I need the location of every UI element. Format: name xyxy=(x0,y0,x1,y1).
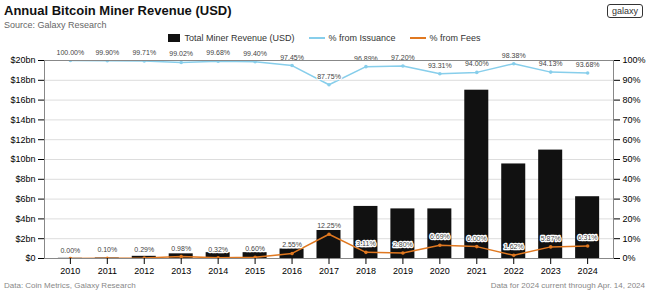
svg-text:12.25%: 12.25% xyxy=(317,222,341,229)
svg-text:5.87%: 5.87% xyxy=(541,235,561,242)
svg-text:$0: $0 xyxy=(25,253,35,263)
svg-text:0.00%: 0.00% xyxy=(60,247,80,254)
svg-text:$20bn: $20bn xyxy=(10,55,35,65)
svg-text:2014: 2014 xyxy=(208,266,228,276)
svg-text:2019: 2019 xyxy=(393,266,413,276)
svg-text:99.40%: 99.40% xyxy=(243,50,267,57)
svg-text:0.29%: 0.29% xyxy=(134,246,154,253)
html-text:Data: Coin Metrics, Galaxy Res: Data: Coin Metrics, Galaxy Research xyxy=(4,281,136,290)
svg-text:70%: 70% xyxy=(623,115,641,125)
svg-text:6.00%: 6.00% xyxy=(467,235,487,242)
svg-text:$8bn: $8bn xyxy=(15,174,35,184)
svg-text:99.02%: 99.02% xyxy=(169,50,193,57)
svg-text:100.00%: 100.00% xyxy=(57,49,85,56)
svg-text:93.68%: 93.68% xyxy=(576,61,600,68)
svg-text:$6bn: $6bn xyxy=(15,194,35,204)
html-text:Annual Bitcoin Miner Revenue (: Annual Bitcoin Miner Revenue (USD) xyxy=(4,3,232,18)
svg-text:60%: 60% xyxy=(623,135,641,145)
svg-text:2024: 2024 xyxy=(578,266,598,276)
svg-text:99.68%: 99.68% xyxy=(206,49,230,56)
svg-text:2012: 2012 xyxy=(134,266,154,276)
svg-text:2023: 2023 xyxy=(541,266,561,276)
svg-text:2017: 2017 xyxy=(319,266,339,276)
svg-text:2020: 2020 xyxy=(430,266,450,276)
svg-text:98.38%: 98.38% xyxy=(502,52,526,59)
svg-text:$16bn: $16bn xyxy=(10,95,35,105)
svg-text:80%: 80% xyxy=(623,95,641,105)
svg-text:0.32%: 0.32% xyxy=(208,246,228,253)
svg-text:100%: 100% xyxy=(623,55,646,65)
svg-text:94.00%: 94.00% xyxy=(465,60,489,67)
svg-text:2015: 2015 xyxy=(245,266,265,276)
svg-text:40%: 40% xyxy=(623,174,641,184)
html-text:% from Fees: % from Fees xyxy=(429,33,481,43)
svg-text:2018: 2018 xyxy=(356,266,376,276)
svg-text:94.13%: 94.13% xyxy=(539,60,563,67)
svg-text:0.98%: 0.98% xyxy=(171,245,191,252)
svg-text:2011: 2011 xyxy=(98,266,117,276)
svg-text:2021: 2021 xyxy=(467,266,487,276)
svg-text:10%: 10% xyxy=(623,234,641,244)
svg-text:0.10%: 0.10% xyxy=(97,246,117,253)
svg-text:3.11%: 3.11% xyxy=(356,240,375,247)
svg-text:50%: 50% xyxy=(623,154,641,164)
svg-text:2010: 2010 xyxy=(60,266,80,276)
svg-text:2022: 2022 xyxy=(504,266,524,276)
svg-text:97.20%: 97.20% xyxy=(391,54,415,61)
svg-text:0%: 0% xyxy=(623,253,636,263)
svg-text:$2bn: $2bn xyxy=(15,234,35,244)
svg-text:6.69%: 6.69% xyxy=(430,233,450,240)
svg-text:93.31%: 93.31% xyxy=(428,62,452,69)
svg-text:2016: 2016 xyxy=(282,266,302,276)
svg-text:$12bn: $12bn xyxy=(10,135,35,145)
svg-text:$18bn: $18bn xyxy=(10,75,35,85)
svg-text:20%: 20% xyxy=(623,214,641,224)
html-text:galaxy: galaxy xyxy=(612,6,638,16)
svg-text:$10bn: $10bn xyxy=(10,154,35,164)
svg-text:6.31%: 6.31% xyxy=(578,234,598,241)
html-text:Source: Galaxy Research: Source: Galaxy Research xyxy=(4,20,107,30)
html-text:Data for 2024 current through: Data for 2024 current through Apr. 14, 2… xyxy=(490,281,645,290)
svg-text:2.55%: 2.55% xyxy=(282,241,302,248)
svg-text:97.45%: 97.45% xyxy=(280,54,304,61)
svg-text:99.90%: 99.90% xyxy=(95,49,119,56)
svg-text:$14bn: $14bn xyxy=(10,115,35,125)
svg-text:1.62%: 1.62% xyxy=(504,243,524,250)
svg-text:2013: 2013 xyxy=(171,266,191,276)
svg-text:2.80%: 2.80% xyxy=(393,241,413,248)
svg-text:30%: 30% xyxy=(623,194,641,204)
svg-text:$4bn: $4bn xyxy=(15,214,35,224)
svg-text:87.75%: 87.75% xyxy=(317,73,341,80)
svg-text:0.60%: 0.60% xyxy=(245,245,265,252)
html-text:Total Miner Revenue (USD): Total Miner Revenue (USD) xyxy=(184,33,295,43)
svg-text:96.89%: 96.89% xyxy=(354,54,378,62)
svg-text:99.71%: 99.71% xyxy=(132,49,156,56)
svg-text:90%: 90% xyxy=(623,75,641,85)
html-text:% from Issuance: % from Issuance xyxy=(328,33,396,43)
